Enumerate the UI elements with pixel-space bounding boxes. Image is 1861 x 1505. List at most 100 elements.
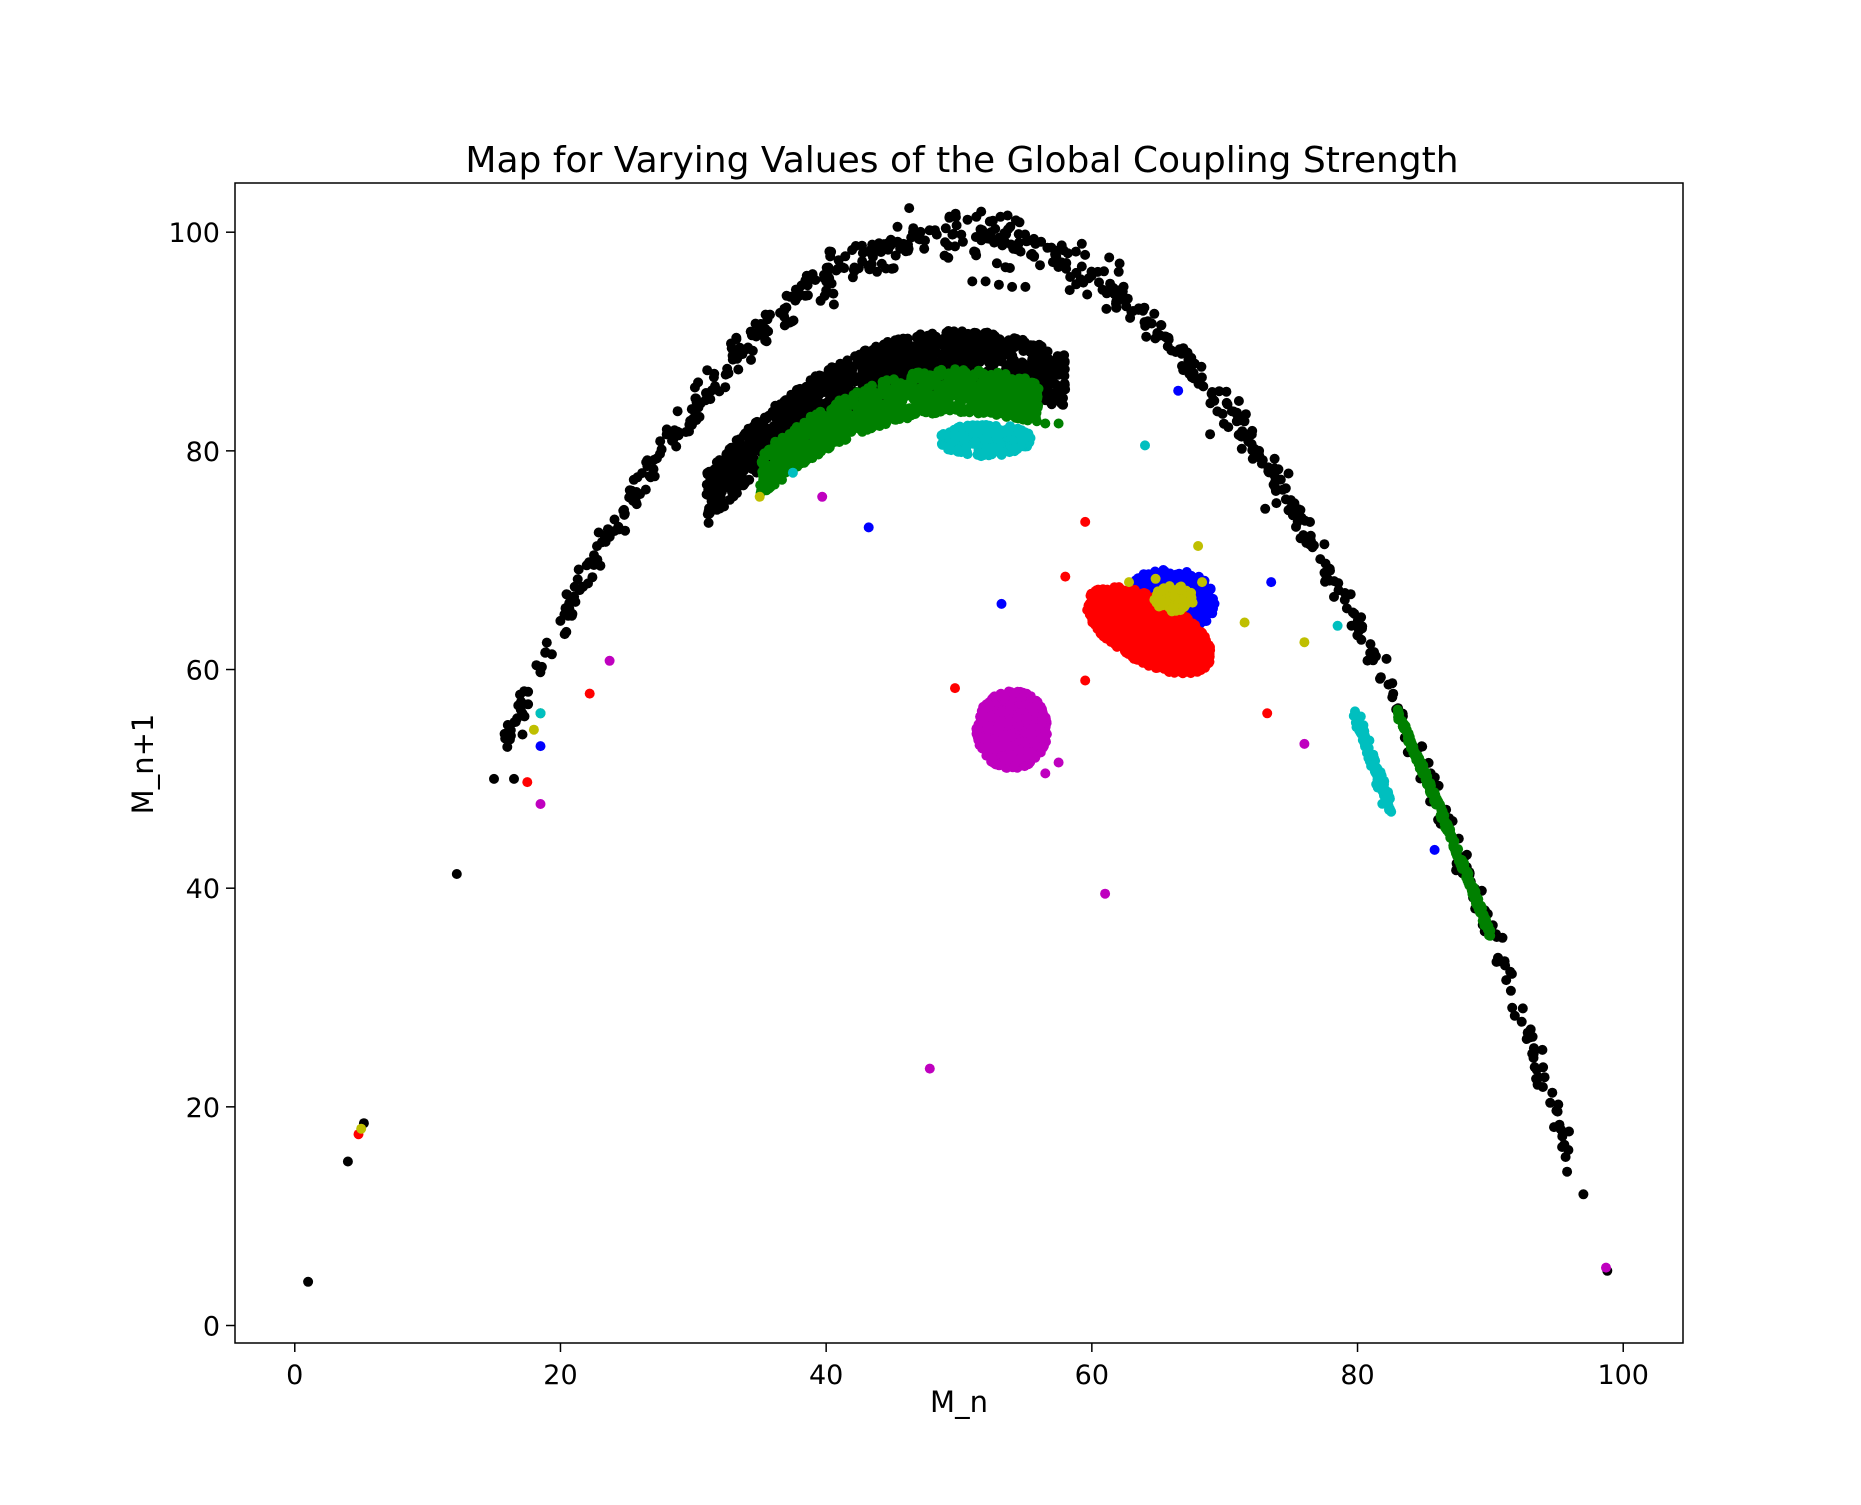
data-point xyxy=(898,368,909,379)
data-point xyxy=(569,581,580,592)
data-point xyxy=(1101,303,1112,314)
data-point xyxy=(1070,246,1081,257)
data-point xyxy=(986,350,997,361)
data-point xyxy=(1237,426,1248,437)
data-point xyxy=(1006,239,1016,250)
data-point xyxy=(881,417,892,428)
data-point xyxy=(903,243,914,254)
data-point xyxy=(929,342,940,352)
data-point xyxy=(741,443,752,454)
data-point xyxy=(600,536,611,547)
data-point xyxy=(1062,248,1073,259)
data-point xyxy=(593,527,604,538)
data-point xyxy=(799,398,810,409)
data-point xyxy=(892,221,903,232)
data-point xyxy=(1517,1003,1528,1014)
data-point xyxy=(1021,389,1032,400)
data-point xyxy=(824,246,835,257)
data-point xyxy=(572,574,583,585)
data-point xyxy=(991,258,1002,269)
data-point xyxy=(980,446,991,457)
data-point xyxy=(1076,238,1087,249)
data-point xyxy=(1528,1043,1539,1054)
data-point xyxy=(516,696,527,707)
data-point xyxy=(1332,620,1343,631)
data-point xyxy=(847,361,858,372)
data-point xyxy=(767,426,778,437)
data-point xyxy=(1315,554,1326,565)
data-point xyxy=(811,434,822,445)
data-point xyxy=(756,420,767,431)
data-point xyxy=(1173,385,1184,396)
data-point xyxy=(689,382,700,393)
data-point xyxy=(628,495,638,506)
data-point xyxy=(1212,406,1223,417)
data-point xyxy=(1184,368,1195,379)
data-point xyxy=(1086,266,1097,277)
data-point xyxy=(1361,734,1372,745)
data-point xyxy=(954,382,965,393)
data-point xyxy=(1140,440,1150,451)
data-point xyxy=(808,377,819,388)
data-point xyxy=(1507,1002,1518,1013)
data-point xyxy=(1295,505,1306,515)
data-point xyxy=(819,290,830,301)
data-point xyxy=(1381,653,1392,664)
data-point xyxy=(1395,714,1406,725)
data-point xyxy=(843,413,854,424)
data-point xyxy=(1050,249,1061,260)
data-point xyxy=(701,388,711,398)
data-point xyxy=(1114,258,1125,269)
data-point xyxy=(943,252,954,263)
data-point xyxy=(857,248,868,258)
data-point xyxy=(687,419,697,430)
data-point xyxy=(967,276,978,287)
data-point xyxy=(783,398,794,408)
data-point xyxy=(936,364,947,375)
data-point xyxy=(1113,266,1124,277)
data-point xyxy=(1491,956,1502,967)
data-point xyxy=(573,564,584,575)
data-point xyxy=(826,375,837,386)
data-point xyxy=(1280,483,1291,494)
plot-points xyxy=(303,203,1613,1287)
data-point xyxy=(759,476,770,487)
data-point xyxy=(589,550,599,561)
data-point xyxy=(1499,956,1510,967)
data-point xyxy=(1254,450,1265,461)
data-point xyxy=(655,448,665,459)
data-point xyxy=(1435,810,1446,821)
data-point xyxy=(1094,277,1104,288)
data-point xyxy=(672,406,683,417)
data-point xyxy=(619,504,629,515)
data-point xyxy=(1177,361,1187,371)
data-point xyxy=(342,1156,353,1167)
data-point xyxy=(951,220,962,231)
data-point xyxy=(866,259,877,269)
data-point xyxy=(1472,892,1483,903)
data-point xyxy=(936,430,947,441)
data-point xyxy=(1350,706,1360,717)
data-point xyxy=(886,386,897,397)
data-point xyxy=(517,729,528,740)
data-point xyxy=(728,348,739,359)
data-point xyxy=(1156,320,1167,331)
data-point xyxy=(933,357,944,368)
data-point xyxy=(1020,229,1031,240)
data-point xyxy=(942,379,953,390)
data-point xyxy=(1053,418,1064,429)
data-point xyxy=(1064,285,1075,296)
data-point xyxy=(954,332,964,343)
data-point xyxy=(993,406,1004,417)
data-point xyxy=(993,340,1004,351)
data-point xyxy=(1547,1087,1558,1098)
data-point xyxy=(943,328,953,339)
data-point xyxy=(1036,236,1047,247)
data-point xyxy=(1196,361,1207,372)
data-point xyxy=(1275,474,1286,485)
data-point xyxy=(889,376,900,387)
data-point xyxy=(535,708,546,719)
data-point xyxy=(1505,985,1516,996)
data-point xyxy=(1431,795,1442,806)
data-point xyxy=(1207,604,1218,615)
